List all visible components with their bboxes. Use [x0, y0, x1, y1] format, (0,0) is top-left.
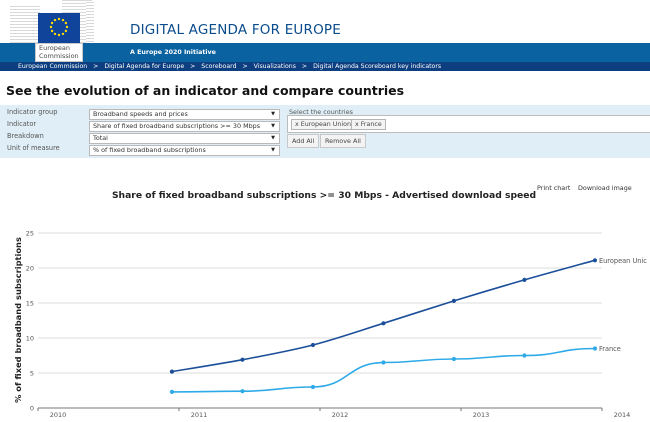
chart-title-container: Share of fixed broadband subscriptions >…: [0, 190, 650, 201]
breadcrumb-item[interactable]: Digital Agenda for Europe: [104, 63, 185, 70]
line-chart: 0 5 10 15 20 25 2010 2011 2012 2013 2014 European…: [13, 230, 647, 420]
countries-input[interactable]: x European Union x France: [287, 115, 650, 133]
data-point-france: [381, 360, 386, 365]
y-tick-labels: 0 5 10 15 20 25: [26, 230, 34, 413]
dropdown-arrow-icon: ▼: [271, 135, 275, 141]
data-point-european-union: [522, 277, 527, 282]
remove-all-button[interactable]: Remove All: [320, 134, 366, 148]
data-point-france: [240, 389, 245, 394]
y-tick-label: 15: [26, 300, 34, 308]
logo-text-line1: European: [39, 44, 70, 52]
dropdown-arrow-icon: ▼: [271, 123, 275, 129]
breakdown-select[interactable]: Total ▼: [89, 133, 280, 144]
remove-chip-icon[interactable]: x: [355, 121, 359, 128]
indicator-group-select[interactable]: Broadband speeds and prices ▼: [89, 109, 280, 120]
header-band: [0, 43, 650, 62]
building-graphic: [86, 2, 94, 43]
page-title: See the evolution of an indicator and co…: [6, 83, 405, 98]
breadcrumb-separator: >: [242, 63, 248, 70]
dropdown-arrow-icon: ▼: [271, 147, 275, 153]
breadcrumb-item[interactable]: European Commission: [18, 63, 88, 70]
data-point-european-union: [169, 369, 175, 374]
breadcrumb-item[interactable]: Visualizations: [253, 63, 296, 70]
remove-chip-icon[interactable]: x: [295, 121, 299, 128]
y-tick-label: 0: [30, 405, 34, 413]
y-tick-label: 20: [26, 265, 34, 273]
x-tick-label: 2014: [614, 411, 631, 419]
data-point-france: [522, 353, 527, 358]
breakdown-label: Breakdown: [7, 132, 44, 140]
indicator-group-value: Broadband speeds and prices: [93, 110, 188, 118]
data-point-european-union: [451, 298, 457, 303]
countries-label: Select the countries: [289, 108, 353, 116]
indicator-value: Share of fixed broadband subscriptions >…: [93, 122, 261, 130]
y-axis-title: % of fixed broadband subscriptions: [13, 237, 23, 403]
chart-title: Share of fixed broadband subscriptions >…: [111, 190, 537, 201]
breakdown-value: Total: [93, 134, 108, 142]
tagline: A Europe 2020 Initiative: [130, 49, 216, 56]
data-point-france: [592, 346, 598, 351]
indicator-label: Indicator: [7, 120, 37, 128]
unit-of-measure-select[interactable]: % of fixed broadband subscriptions ▼: [89, 145, 280, 156]
breadcrumb-item[interactable]: Scoreboard: [201, 63, 237, 70]
y-tick-label: 5: [30, 370, 34, 378]
indicator-group-label: Indicator group: [7, 108, 58, 116]
site-title[interactable]: DIGITAL AGENDA FOR EUROPE: [130, 22, 341, 38]
country-chip-france: x France: [351, 119, 386, 130]
breadcrumb: European Commission > Digital Agenda for…: [0, 62, 650, 71]
data-point-france: [310, 384, 316, 390]
country-chip-european-union: x European Union: [291, 119, 355, 130]
commission-logo-text: European Commission: [35, 43, 83, 62]
y-tick-label: 10: [26, 335, 34, 343]
series-label-european-union: European Unic: [599, 257, 647, 265]
x-tick-label: 2013: [473, 411, 490, 419]
x-tick-label: 2010: [50, 411, 67, 419]
breadcrumb-item[interactable]: Digital Agenda Scoreboard key indicators: [313, 63, 442, 70]
unit-of-measure-label: Unit of measure: [7, 144, 60, 152]
x-axis: 2010 2011 2012 2013 2014: [37, 407, 631, 419]
series-label-france: France: [599, 345, 621, 353]
series-group: European Unic France: [169, 257, 647, 394]
data-point-european-union: [381, 321, 386, 326]
gridlines: [38, 232, 602, 374]
x-tick-label: 2011: [191, 411, 208, 419]
eu-flag-logo[interactable]: [38, 13, 80, 43]
print-chart-link[interactable]: Print chart: [537, 184, 571, 192]
breadcrumb-separator: >: [190, 63, 196, 70]
eu-stars-icon: [49, 17, 69, 37]
y-tick-label: 25: [26, 230, 34, 238]
logo-text-line2: Commission: [39, 51, 79, 60]
breadcrumb-separator: >: [301, 63, 308, 70]
building-graphic: [10, 6, 40, 43]
chip-label: European Union: [300, 121, 351, 128]
dropdown-arrow-icon: ▼: [271, 111, 275, 117]
data-point-france: [169, 389, 175, 394]
breadcrumb-separator: >: [93, 63, 99, 70]
series-line-france: [171, 347, 595, 393]
data-point-european-union: [310, 342, 316, 348]
data-point-european-union: [592, 258, 598, 263]
data-point-france: [451, 356, 457, 362]
x-tick-label: 2012: [332, 411, 349, 419]
indicator-select[interactable]: Share of fixed broadband subscriptions >…: [89, 121, 280, 132]
chip-label: France: [360, 121, 382, 128]
add-all-button[interactable]: Add All: [287, 134, 320, 148]
unit-of-measure-value: % of fixed broadband subscriptions: [93, 146, 206, 154]
download-image-link[interactable]: Download image: [578, 184, 632, 192]
data-point-european-union: [240, 357, 245, 362]
